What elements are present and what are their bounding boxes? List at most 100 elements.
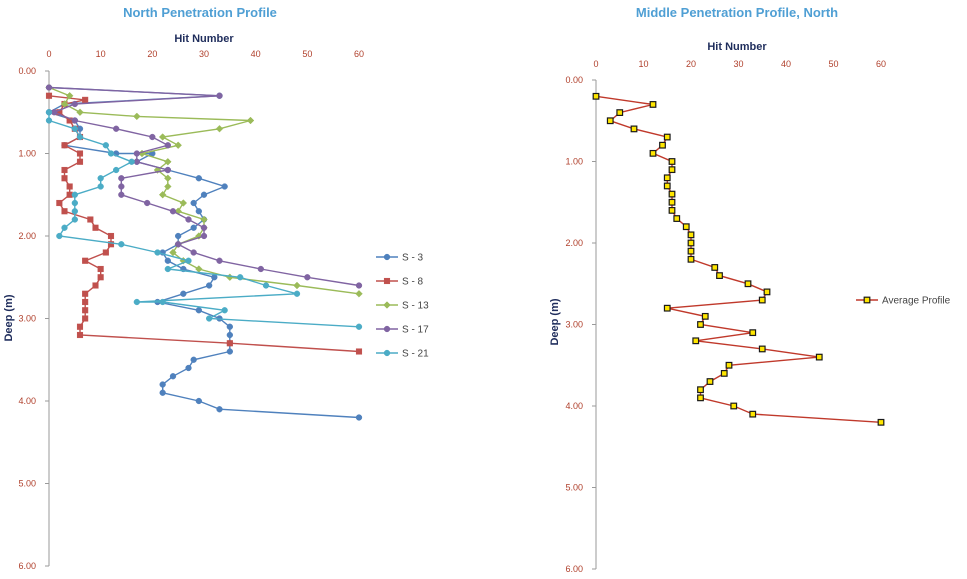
data-point [82,315,89,322]
data-point [61,175,68,182]
data-point [649,101,657,108]
data-point [97,175,104,182]
legend-item: S - 3 [376,253,424,264]
data-point [221,183,228,190]
data-point [190,249,197,256]
data-point [113,166,120,174]
data-point [226,348,233,355]
data-point [107,150,115,157]
y-tick-label: 5.00 [565,483,583,493]
data-point [45,109,53,116]
x-tick-label: 40 [781,59,791,69]
series-line [48,112,360,328]
data-point [66,191,73,198]
legend-marker [383,277,391,285]
data-point [185,216,192,223]
x-tick-label: 60 [876,59,886,69]
data-point [195,265,203,273]
data-point [355,414,363,421]
y-tick-label: 5.00 [18,479,36,489]
legend-item: S - 21 [376,349,429,360]
data-point [82,298,89,306]
data-point [668,166,676,174]
data-point [61,142,68,149]
y-tick-label: 1.00 [18,149,36,159]
data-point [102,142,109,149]
data-point [56,199,63,207]
data-point [687,247,695,255]
data-point [133,150,140,157]
legend-label: Average Profile [882,296,951,307]
axes [45,70,50,567]
data-point [76,133,84,141]
data-point [673,215,681,222]
x-tick-label: 10 [96,49,106,59]
data-point [216,406,223,413]
data-point [200,215,208,224]
x-tick-label: 60 [354,49,364,59]
data-point [682,223,690,231]
data-point [118,191,125,198]
data-point [65,91,74,100]
data-point [144,199,151,207]
legend-marker [383,325,391,333]
data-point [293,281,301,290]
data-point [107,232,115,240]
data-point [697,394,704,402]
data-point [71,117,78,124]
data-point [877,418,885,426]
data-point [113,125,120,132]
data-point [71,216,78,223]
series-average-profile [592,92,885,426]
data-point [56,232,63,240]
legend-label: S - 17 [402,325,429,336]
data-point [701,312,709,320]
data-point [237,274,244,281]
series-line [48,86,360,295]
data-point [355,323,363,330]
y-tick-label: 4.00 [18,396,36,406]
data-point [668,190,676,198]
x-tick-label: 20 [686,59,696,69]
chart-title: North Penetration Profile [123,5,277,20]
data-point [725,361,733,369]
data-point [82,307,89,314]
legend-item: S - 17 [376,325,429,336]
data-point [630,125,638,133]
y-tick-label: 4.00 [565,401,583,411]
data-point [61,166,68,174]
data-point [649,149,657,157]
data-point [164,142,171,149]
data-point [195,208,202,215]
data-point [687,239,695,247]
series-s-21 [45,109,363,330]
data-point [97,274,104,281]
data-point [76,323,84,330]
y-tick-labels: 0.00 1.00 2.00 3.00 4.00 5.00 6.00 [565,75,583,574]
data-point [668,207,676,214]
data-point [185,257,192,264]
series-s-3 [45,84,363,421]
series-s-17 [45,84,363,289]
data-point [262,282,270,289]
data-point [226,323,233,330]
x-tick-label: 20 [147,49,157,59]
y-tick-label: 6.00 [565,564,583,574]
data-point [226,340,233,347]
data-point [195,175,202,182]
data-point [164,265,171,273]
legend-label: S - 3 [402,253,424,264]
legend-marker [863,296,871,304]
data-point [216,257,223,264]
data-point [687,231,695,239]
y-tick-label: 3.00 [565,320,583,330]
y-tick-label: 1.00 [565,157,583,167]
data-point [71,191,78,198]
data-point [716,272,723,279]
data-point [164,182,172,191]
data-point [175,232,182,240]
data-point [158,190,167,199]
data-point [179,199,188,207]
data-point [71,199,78,207]
data-point [246,116,255,125]
